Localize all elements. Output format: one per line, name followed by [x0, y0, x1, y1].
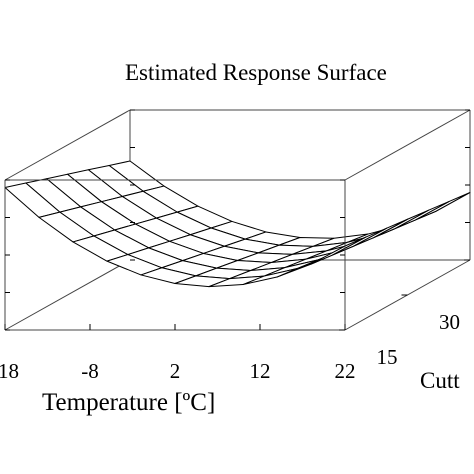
- x-tick-label: 22: [335, 359, 356, 383]
- y-axis-label: Cutt: [420, 368, 460, 393]
- box-edge: [344, 109, 471, 181]
- surface-cell: [310, 236, 367, 265]
- box-edge: [4, 109, 131, 181]
- chart-title: Estimated Response Surface: [125, 60, 387, 85]
- y-tick-label: 15: [377, 345, 398, 369]
- x-tick-label: 12: [250, 359, 271, 383]
- box-edge: [4, 259, 131, 331]
- x-axis-label: Temperature [ºC]: [42, 389, 215, 416]
- x-tick-label: -18: [0, 359, 19, 383]
- x-tick-label: 2: [170, 359, 181, 383]
- y-tick-label: 30: [439, 310, 460, 334]
- x-tick-label: -8: [81, 359, 99, 383]
